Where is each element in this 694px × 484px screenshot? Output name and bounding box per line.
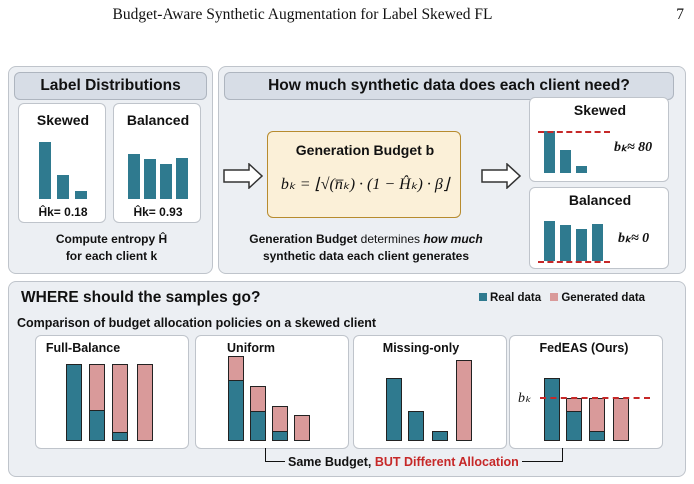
fb-bar-2-real [89,410,105,441]
fe-bar-1-real [544,378,560,441]
skewed-entropy: Ĥk= 0.18 [38,205,88,219]
generation-budget-formula-box: Generation Budget b bₖ = ⌊√(n̅ₖ) · (1 − … [267,131,461,218]
legend-generated-label: Generated data [561,292,646,304]
mo-bar-1-real [386,378,402,441]
formula-title: Generation Budget b [295,142,435,158]
bracket-text-different: BUT Different Allocation [374,455,519,469]
balanced-result-bar-2 [560,225,571,261]
policy-name-fedeas: FedEAS (Ours) [539,341,629,355]
balanced-result-bar-3 [576,229,587,261]
fedeas-budget-line [540,397,650,399]
label-distributions-panel: Label Distributions Skewed Ĥk= 0.18 Bala… [8,66,213,274]
policy-card-full-balance: Full-Balance [35,335,189,449]
label-distributions-title: Label Distributions [14,72,207,100]
uni-bar-1-generated [228,356,244,381]
skewed-result-bar-3 [576,166,587,173]
allocation-panel-title: WHERE should the samples go? [21,289,261,306]
fe-bar-3-generated [589,398,605,432]
allocation-subtitle: Comparison of budget allocation policies… [17,316,377,330]
uni-bar-3-generated [272,406,288,432]
legend: Real data Generated data [479,292,645,304]
balanced-result-bar-1 [544,221,555,261]
uni-bar-4-generated [294,415,310,441]
uni-bar-2-generated [250,386,266,412]
skewed-bar-1 [39,142,51,199]
skewed-target-line [538,131,610,133]
desc-emphasis: how much [423,232,483,246]
fe-bar-3-real [589,431,605,441]
arrow-right-icon [223,163,263,189]
balanced-budget-title: Balanced [568,192,632,208]
fe-bar-4-generated [613,398,629,441]
mo-bar-3-real [432,431,448,441]
policy-card-uniform: Uniform [195,335,349,449]
balanced-distribution-card: Balanced Ĥk= 0.93 [113,103,201,223]
balanced-entropy: Ĥk= 0.93 [133,205,183,219]
policy-card-fedeas: FedEAS (Ours) bₖ [509,335,663,449]
skewed-bar-2 [57,175,69,199]
uni-bar-1-real [228,380,244,441]
same-budget-caption: Same Budget, BUT Different Allocation [285,455,522,469]
fb-bar-3-generated [112,364,128,433]
skewed-result-bar-1 [544,131,555,173]
page-number: 7 [676,6,684,23]
fedeas-budget-label: bₖ [518,391,531,406]
fe-bar-2-generated [566,398,582,412]
uni-bar-3-real [272,431,288,441]
fe-bar-2-real [566,411,582,441]
balanced-card-title: Balanced [126,112,190,128]
skewed-budget-value: bₖ≈ 80 [614,140,653,155]
legend-real-label: Real data [490,292,542,304]
entropy-caption-line1: Compute entropy Ĥ [55,232,168,246]
entropy-caption-line2: for each client k [65,249,158,263]
page-header: Budget-Aware Synthetic Augmentation for … [0,6,694,26]
legend-real-swatch [479,293,487,301]
bracket-text-same: Same Budget, [288,455,375,469]
skewed-card-title: Skewed [36,112,90,128]
balanced-bar-1 [128,154,140,199]
running-title: Budget-Aware Synthetic Augmentation for … [112,6,493,23]
arrow-right-icon-2 [481,163,521,189]
skewed-result-bar-2 [560,150,571,173]
budget-formula: bₖ = ⌊√(n̅ₖ) · (1 − Ĥₖ) · β⌋ [280,176,450,193]
policy-name-missing-only: Missing-only [382,341,460,355]
skewed-bar-3 [75,191,87,199]
balanced-bar-3 [160,164,172,199]
balanced-result-bar-4 [592,224,603,261]
budget-description-line2: synthetic data each client generates [262,249,470,263]
uni-bar-2-real [250,411,266,441]
mo-bar-2-real [408,411,424,441]
budget-description-line1: Generation Budget determines how much [221,231,511,247]
balanced-budget-value: bₖ≈ 0 [618,231,650,246]
desc-verb: determines [360,232,424,246]
policy-name-uniform: Uniform [227,341,275,355]
fb-bar-4-generated [137,364,153,441]
mo-bar-4-generated [456,360,472,441]
skewed-budget-card: Skewed bₖ≈ 80 [529,97,669,182]
budget-panel: How much synthetic data does each client… [218,66,686,274]
balanced-bar-4 [176,158,188,199]
legend-generated-swatch [550,293,559,301]
fb-bar-3-real [112,432,128,441]
budget-panel-title: How much synthetic data does each client… [224,72,674,100]
policy-card-missing-only: Missing-only [353,335,507,449]
skewed-distribution-card: Skewed Ĥk= 0.18 [18,103,106,223]
desc-term: Generation Budget [249,232,361,246]
policy-name-full-balance: Full-Balance [45,341,121,355]
balanced-budget-card: Balanced bₖ≈ 0 [529,187,669,269]
fb-bar-2-generated [89,364,105,411]
skewed-budget-title: Skewed [573,102,627,118]
fb-bar-1-real [66,364,82,441]
balanced-target-line [538,261,610,263]
balanced-bar-2 [144,159,156,199]
allocation-panel: WHERE should the samples go? Real data G… [8,281,686,477]
